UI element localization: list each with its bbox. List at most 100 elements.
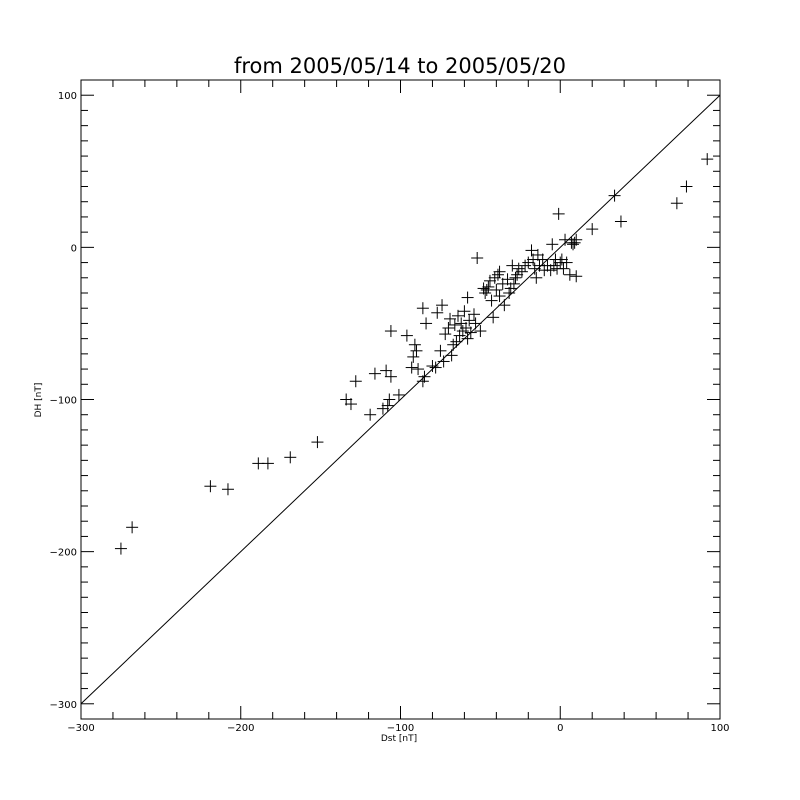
data-point (450, 335, 463, 348)
data-point (483, 274, 496, 287)
data-point (552, 207, 565, 220)
data-point (340, 393, 353, 406)
data-point (436, 299, 449, 312)
data-point (496, 277, 509, 290)
data-point (680, 180, 693, 193)
data-point (416, 375, 429, 388)
data-point (559, 233, 572, 246)
data-point (437, 355, 450, 368)
data-point (493, 265, 506, 278)
data-point (528, 262, 541, 275)
y-tick-label: −100 (50, 396, 77, 407)
data-point (349, 375, 362, 388)
data-point (376, 402, 389, 415)
data-point (420, 317, 433, 330)
data-point (485, 294, 498, 307)
y-tick-label: −300 (50, 700, 77, 711)
data-point (392, 388, 405, 401)
data-point (408, 338, 421, 351)
data-point (426, 360, 439, 373)
data-point (405, 361, 418, 374)
data-point (429, 361, 442, 374)
x-tick-label: −200 (227, 723, 254, 734)
data-point (498, 299, 511, 312)
data-point (488, 271, 501, 284)
data-point (126, 521, 139, 534)
data-point (512, 262, 525, 275)
data-point (586, 223, 599, 236)
data-point (670, 197, 683, 210)
data-point (701, 153, 714, 166)
data-point (547, 259, 560, 272)
data-point (464, 326, 477, 339)
data-point (444, 312, 457, 325)
tick-labels: −300 −200 −100 0 100 −300 −200 −100 0 100 (50, 91, 730, 734)
data-point (469, 317, 482, 330)
y-tick-label: 100 (58, 91, 77, 102)
x-axis-label: Dst [nT] (381, 734, 417, 744)
x-tick-label: −100 (387, 723, 414, 734)
data-point (442, 321, 455, 334)
data-point (445, 349, 458, 362)
data-point (453, 329, 466, 342)
data-point (560, 256, 573, 269)
data-point (570, 233, 583, 246)
data-point (284, 451, 297, 464)
data-point (344, 398, 357, 411)
data-point (418, 370, 431, 383)
data-point (490, 283, 503, 296)
data-point (412, 363, 425, 376)
reference-line-y-equals-x (80, 94, 721, 705)
data-point (570, 270, 583, 283)
y-tick-label: −200 (50, 548, 77, 559)
data-point (546, 238, 559, 251)
data-point (448, 318, 461, 331)
data-point (536, 253, 549, 266)
data-point (471, 252, 484, 265)
data-point (381, 399, 394, 412)
y-axis-label: DH [nT] (34, 383, 44, 418)
data-point (311, 436, 324, 449)
data-point (567, 238, 580, 251)
axis-ticks (80, 79, 721, 720)
data-point (463, 314, 476, 327)
data-point (544, 264, 557, 277)
data-point (522, 256, 535, 269)
data-point (614, 215, 627, 228)
data-point (487, 311, 500, 324)
data-point (477, 282, 490, 295)
data-point (501, 273, 514, 286)
data-point (479, 287, 492, 299)
data-point (503, 287, 516, 299)
data-point (452, 309, 465, 322)
chart-title: from 2005/05/14 to 2005/05/20 (234, 54, 566, 78)
data-point (364, 408, 377, 421)
data-point (439, 328, 452, 341)
data-point (519, 259, 532, 272)
data-point (507, 277, 520, 290)
data-point (383, 393, 396, 406)
data-points (114, 153, 714, 555)
data-point (447, 338, 460, 351)
data-point (407, 350, 420, 363)
data-point (525, 244, 538, 257)
data-point (461, 291, 474, 304)
data-point (221, 483, 234, 496)
data-point (557, 262, 570, 275)
data-point (563, 268, 576, 281)
data-point (455, 317, 468, 330)
data-point (474, 325, 487, 338)
data-point (400, 329, 413, 342)
data-point (368, 367, 381, 380)
data-point (504, 282, 517, 295)
data-point (114, 542, 127, 555)
data-point (555, 253, 568, 266)
data-point (458, 305, 471, 318)
data-point (467, 308, 480, 321)
data-point (431, 306, 444, 319)
data-point (509, 271, 522, 284)
data-point (608, 189, 621, 202)
data-point (531, 248, 544, 261)
data-point (568, 236, 581, 249)
data-point (491, 268, 504, 281)
